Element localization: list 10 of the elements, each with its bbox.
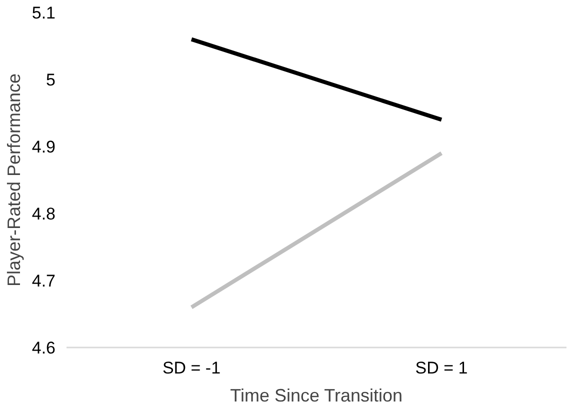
- y-tick-label: 4.6: [32, 338, 56, 358]
- x-axis-title: Time Since Transition: [230, 386, 403, 406]
- y-tick-label: 4.7: [32, 272, 56, 290]
- y-tick-label: 4.9: [32, 138, 56, 156]
- x-tick-label: SD = 1: [415, 358, 468, 378]
- y-tick-label: 5: [46, 70, 56, 90]
- y-tick-label: 5.1: [32, 4, 56, 22]
- x-tick-label: SD = -1: [162, 358, 221, 378]
- y-axis-title: Player-Rated Performance: [4, 73, 24, 287]
- y-tick-label: 4.8: [32, 204, 56, 224]
